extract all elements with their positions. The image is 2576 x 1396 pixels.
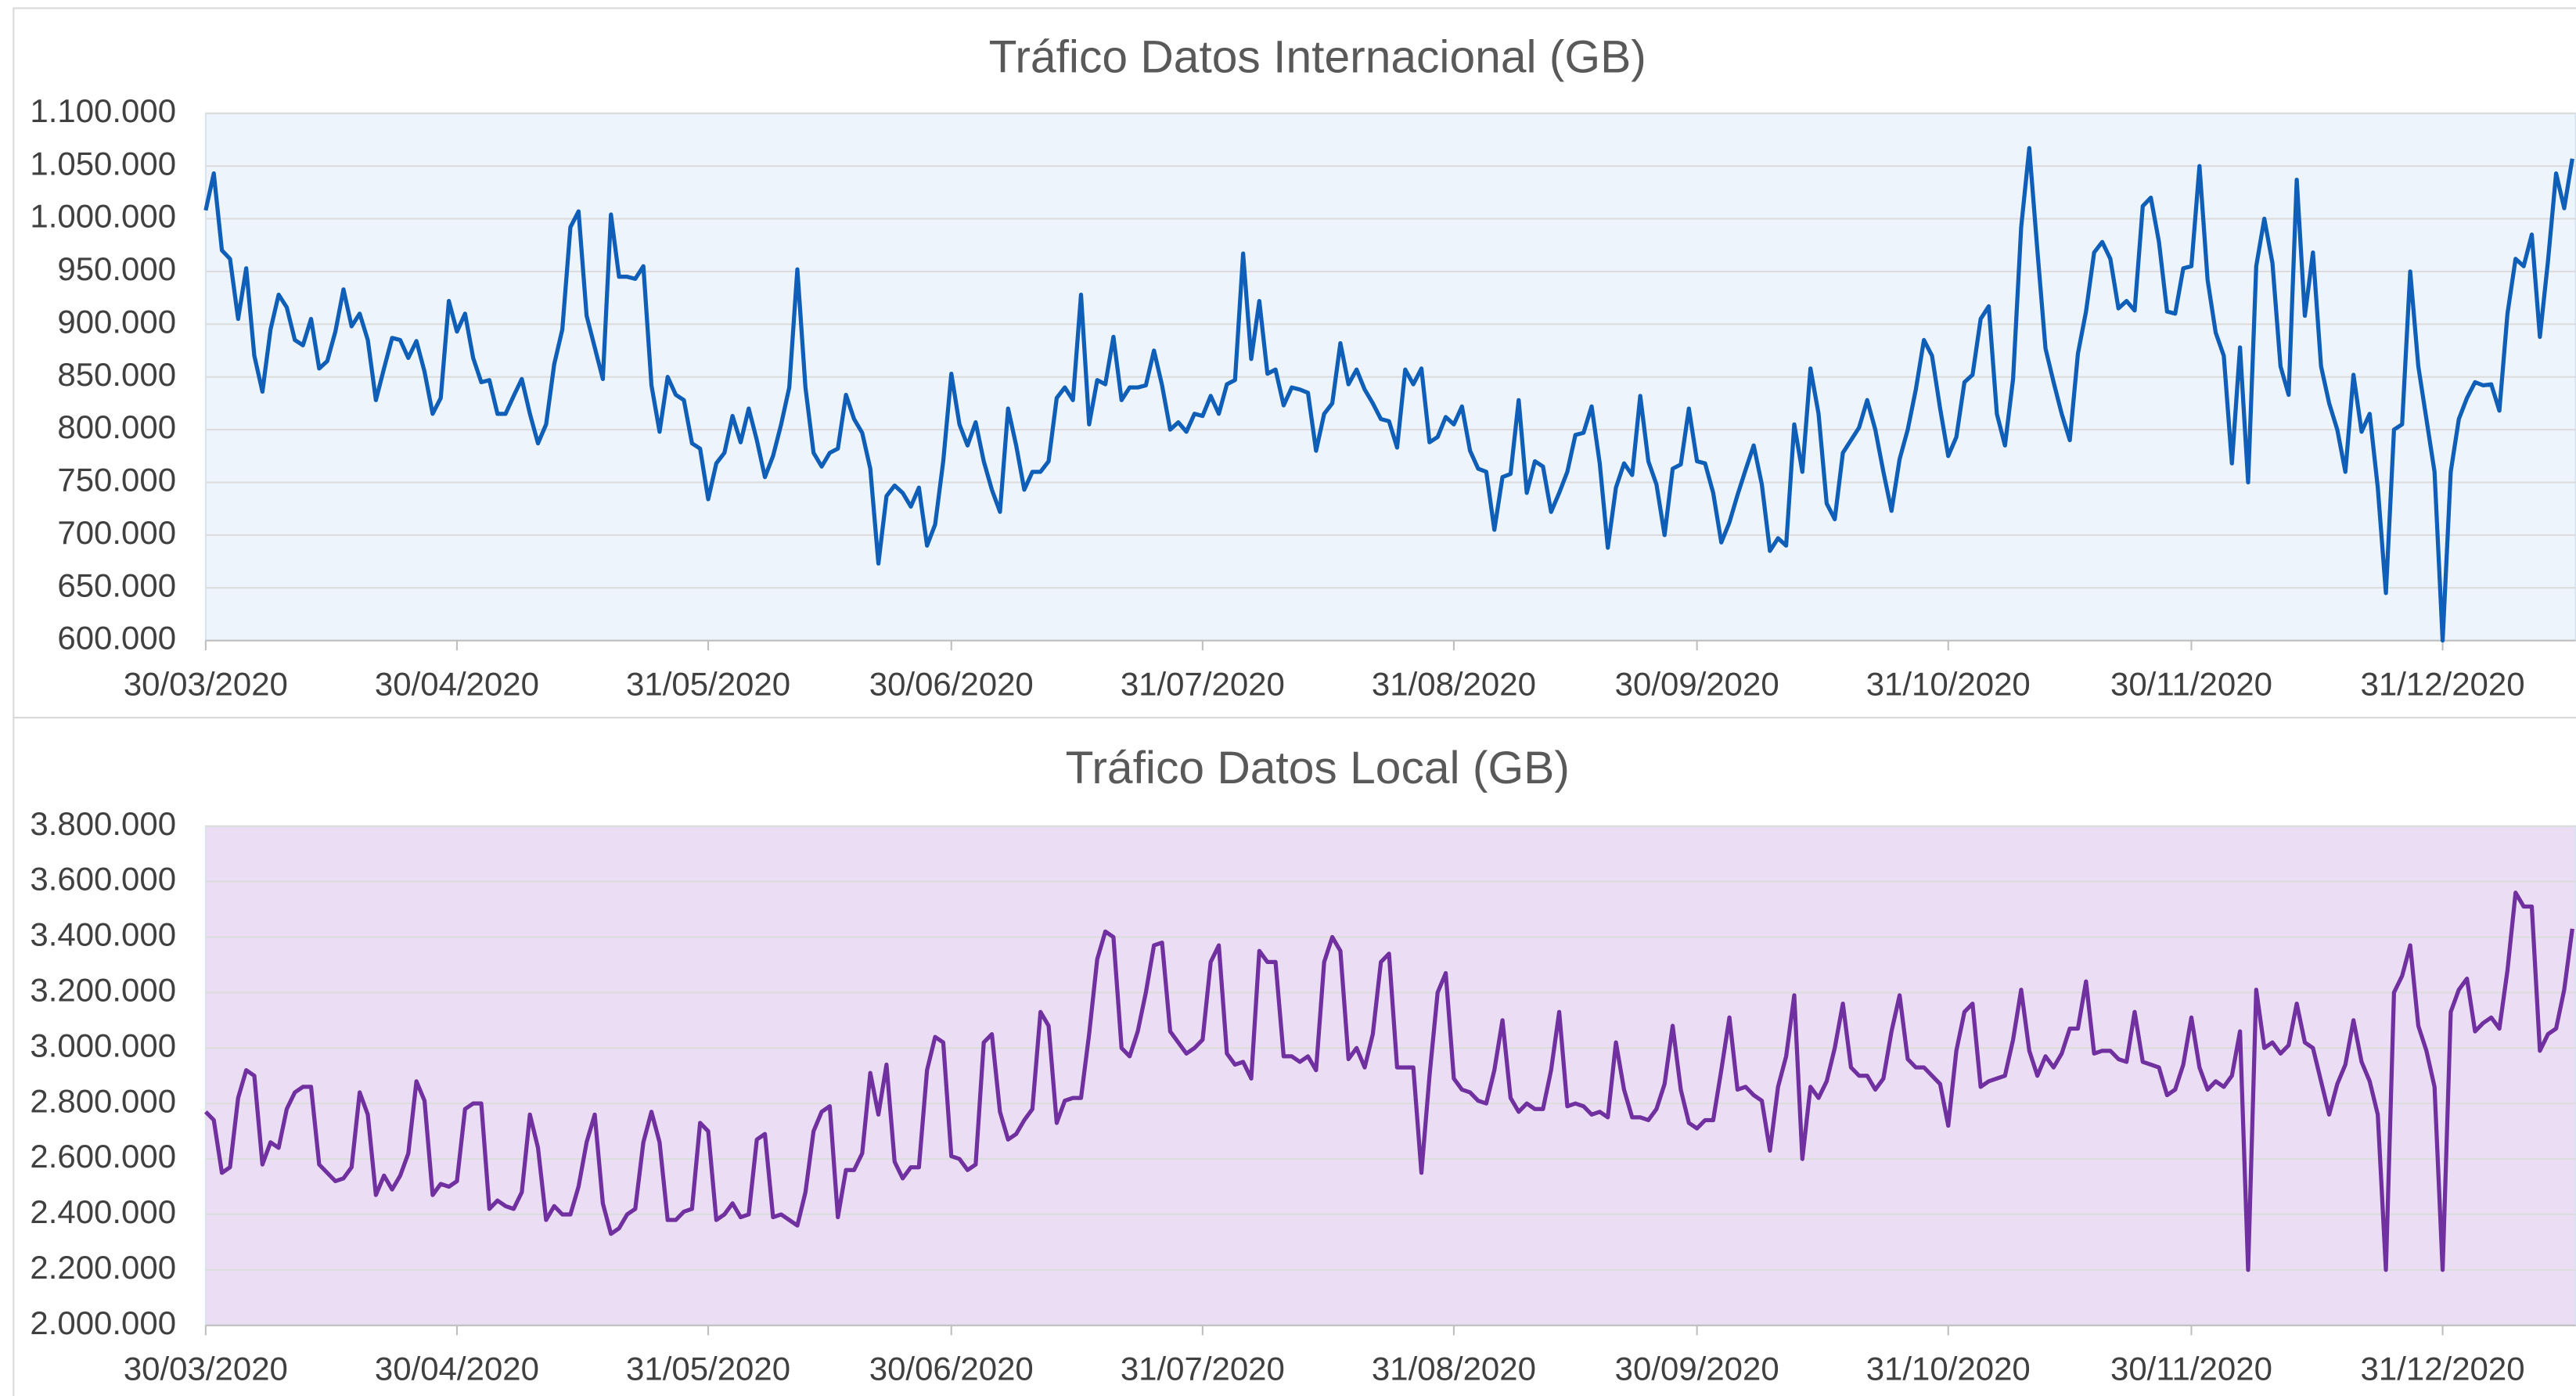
- x-tick-label: 30/09/2020: [1615, 665, 1779, 702]
- x-tick-label: 30/04/2020: [375, 1351, 539, 1387]
- plot-area: [204, 825, 2576, 1326]
- data-line: [203, 890, 2574, 1272]
- x-tick-label: 31/08/2020: [1372, 665, 1536, 702]
- x-tick-label: 31/05/2020: [626, 1351, 790, 1387]
- x-tick-label: 31/08/2020: [1372, 1351, 1536, 1387]
- chart-title: Tráfico Datos Internacional (GB): [989, 31, 1646, 82]
- x-tick-label: 30/04/2020: [375, 665, 539, 702]
- x-tick-label: 30/06/2020: [869, 1351, 1034, 1387]
- y-tick-label: 3.400.000: [30, 916, 176, 953]
- chart-title: Tráfico Datos Local (GB): [1066, 743, 1570, 793]
- x-tick-label: 31/07/2020: [1121, 665, 1285, 702]
- x-tick-label: 31/10/2020: [1866, 665, 2031, 702]
- data-line: [203, 146, 2574, 643]
- x-tick-label: 31/12/2020: [2361, 665, 2525, 702]
- y-tick-label: 3.200.000: [30, 971, 176, 1008]
- y-tick-label: 2.000.000: [30, 1304, 176, 1341]
- y-tick-label: 650.000: [57, 567, 176, 603]
- y-tick-label: 700.000: [57, 514, 176, 551]
- x-tick-label: 30/11/2020: [2110, 1351, 2272, 1387]
- y-tick-label: 1.000.000: [30, 198, 176, 235]
- y-tick-label: 2.800.000: [30, 1082, 176, 1119]
- y-tick-label: 900.000: [57, 303, 176, 340]
- y-tick-label: 850.000: [57, 356, 176, 393]
- y-tick-label: 1.100.000: [30, 92, 176, 129]
- y-tick-label: 2.600.000: [30, 1138, 176, 1175]
- y-tick-label: 2.400.000: [30, 1193, 176, 1230]
- y-tick-label: 3.800.000: [30, 805, 176, 842]
- y-tick-label: 1.050.000: [30, 145, 176, 182]
- y-tick-label: 2.200.000: [30, 1249, 176, 1286]
- x-tick-label: 31/05/2020: [626, 665, 790, 702]
- y-tick-label: 800.000: [57, 408, 176, 445]
- x-tick-label: 30/11/2020: [2110, 665, 2272, 702]
- x-tick-label: 31/07/2020: [1121, 1351, 1285, 1387]
- x-tick-label: 30/09/2020: [1615, 1351, 1779, 1387]
- y-tick-label: 600.000: [57, 620, 176, 657]
- x-tick-label: 30/06/2020: [869, 665, 1034, 702]
- x-tick-label: 30/03/2020: [124, 665, 288, 702]
- y-tick-label: 750.000: [57, 462, 176, 498]
- x-tick-label: 31/12/2020: [2361, 1351, 2525, 1387]
- y-tick-label: 3.600.000: [30, 861, 176, 898]
- y-tick-label: 3.000.000: [30, 1027, 176, 1063]
- y-tick-label: 950.000: [57, 250, 176, 287]
- x-tick-label: 31/10/2020: [1866, 1351, 2031, 1387]
- x-tick-label: 30/03/2020: [124, 1351, 288, 1387]
